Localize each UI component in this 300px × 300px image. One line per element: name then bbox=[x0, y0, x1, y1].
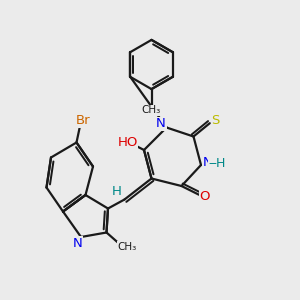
Text: S: S bbox=[212, 114, 220, 127]
Text: ‒H: ‒H bbox=[209, 157, 226, 170]
Text: N: N bbox=[73, 237, 82, 250]
Text: CH₃: CH₃ bbox=[118, 242, 137, 252]
Text: H: H bbox=[112, 184, 122, 198]
Text: Br: Br bbox=[76, 114, 90, 127]
Text: CH₃: CH₃ bbox=[142, 105, 161, 115]
Text: HO: HO bbox=[117, 136, 138, 149]
Text: N: N bbox=[203, 156, 212, 169]
Text: O: O bbox=[200, 190, 210, 203]
Text: N: N bbox=[156, 117, 166, 130]
